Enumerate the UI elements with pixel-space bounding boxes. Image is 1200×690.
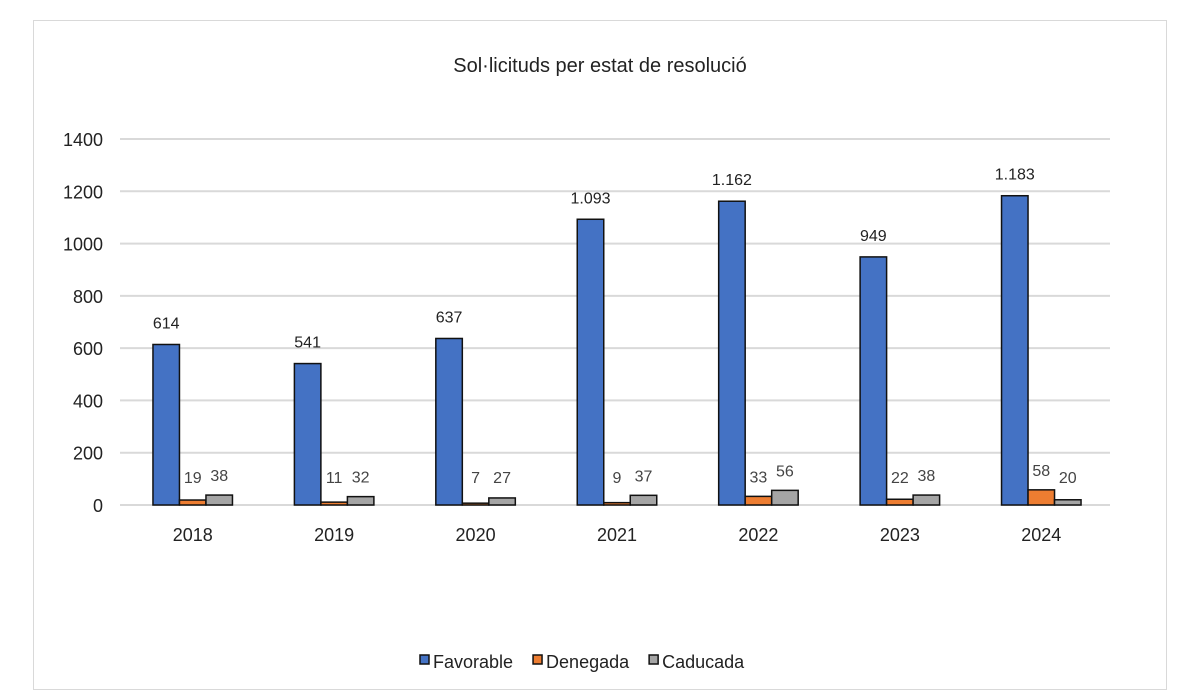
bar-caducada (770, 489, 799, 506)
legend-swatch-favorable (419, 654, 430, 665)
bar-caducada (488, 497, 517, 506)
legend-label: Favorable (433, 652, 513, 672)
y-tick-label: 600 (73, 339, 103, 359)
data-label: 9 (613, 470, 622, 487)
y-tick-label: 1200 (63, 182, 103, 202)
data-label: 27 (493, 470, 511, 487)
data-label: 1.093 (570, 190, 610, 207)
y-tick-label: 1000 (63, 235, 103, 255)
x-tick-label: 2024 (1021, 525, 1061, 545)
legend-swatch-caducada (648, 654, 659, 665)
bar-favorable (435, 337, 464, 506)
x-tick-label: 2023 (880, 525, 920, 545)
data-label: 32 (352, 470, 370, 487)
data-label: 541 (294, 335, 321, 352)
bar-favorable (293, 362, 322, 506)
y-tick-label: 200 (73, 444, 103, 464)
bar-favorable (717, 200, 746, 506)
x-tick-label: 2022 (738, 525, 778, 545)
bar-denegada (1027, 489, 1056, 506)
data-label: 7 (471, 470, 480, 487)
y-tick-label: 0 (93, 496, 103, 516)
y-tick-label: 400 (73, 391, 103, 411)
bar-favorable (152, 343, 181, 506)
data-label: 38 (210, 468, 228, 485)
bar-caducada (629, 494, 658, 506)
x-tick-label: 2018 (173, 525, 213, 545)
bar-caducada (912, 494, 941, 506)
data-label: 637 (436, 309, 463, 326)
x-tick-label: 2020 (456, 525, 496, 545)
chart-title: Sol·licituds per estat de resolució (453, 55, 746, 77)
bar-caducada (346, 495, 375, 506)
data-label: 1.183 (995, 167, 1035, 184)
bar-denegada (461, 502, 490, 506)
bar-favorable (576, 218, 605, 506)
bar-caducada (1053, 499, 1082, 506)
bar-denegada (320, 501, 349, 506)
data-label: 11 (326, 470, 343, 487)
x-tick-label: 2019 (314, 525, 354, 545)
legend-label: Caducada (662, 652, 745, 672)
data-label: 19 (184, 470, 202, 487)
data-label: 22 (891, 470, 909, 487)
data-label: 614 (153, 315, 180, 332)
y-tick-label: 1400 (63, 130, 103, 150)
bar-denegada (603, 501, 631, 506)
bar-denegada (885, 498, 914, 506)
data-label: 1.162 (712, 172, 752, 189)
bar-caducada (205, 494, 234, 506)
data-label: 56 (776, 463, 794, 480)
legend-swatch-denegada (532, 654, 543, 665)
data-label: 58 (1032, 463, 1050, 480)
bar-favorable (859, 256, 888, 506)
bar-favorable (1000, 194, 1029, 506)
data-label: 37 (635, 468, 653, 485)
bar-chart: Sol·licituds per estat de resolució 0 200… (63, 55, 1110, 672)
bar-denegada (178, 499, 207, 506)
data-label: 38 (917, 468, 935, 485)
data-label: 33 (750, 469, 768, 486)
bar-denegada (744, 495, 773, 506)
x-tick-label: 2021 (597, 525, 637, 545)
data-label: 949 (860, 228, 887, 245)
legend-label: Denegada (546, 652, 630, 672)
data-label: 20 (1059, 470, 1077, 487)
y-tick-label: 800 (73, 287, 103, 307)
